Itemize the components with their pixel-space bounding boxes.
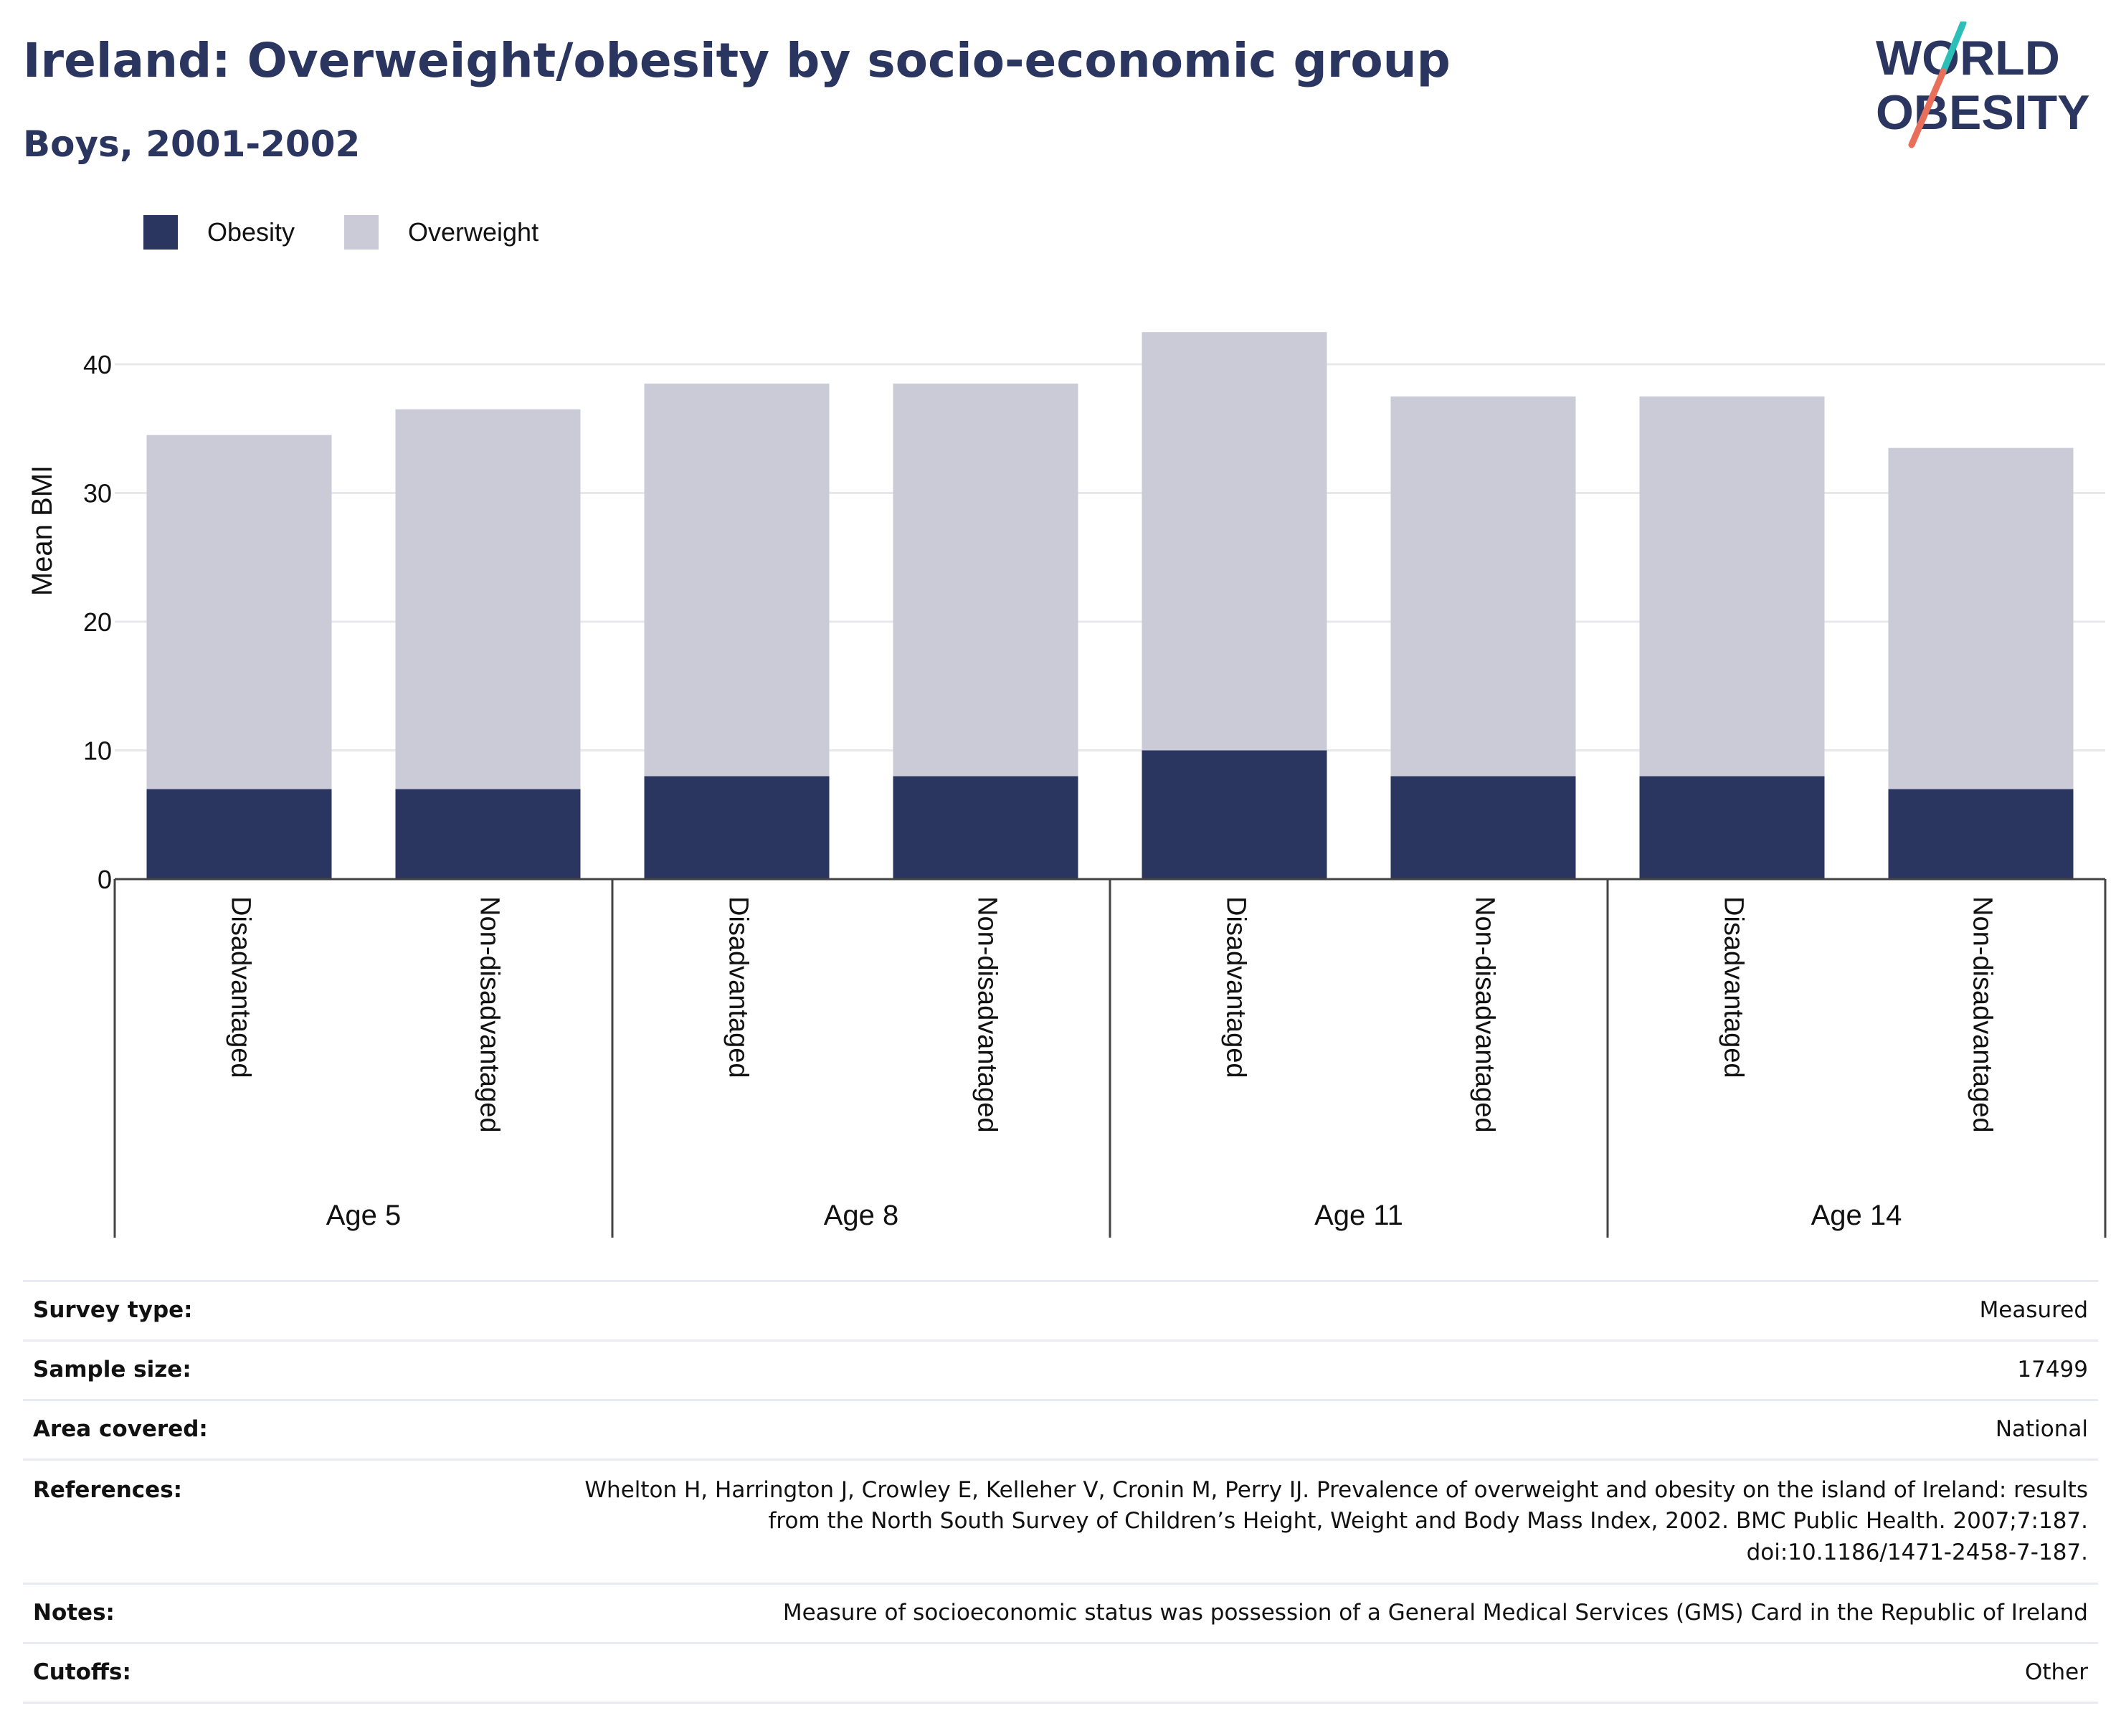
cutoffs-label: Cutoffs: bbox=[33, 1659, 131, 1686]
bar-overweight bbox=[395, 409, 581, 789]
logo-slash-coral bbox=[1908, 68, 1947, 148]
legend-label: Overweight bbox=[408, 217, 538, 247]
x-tick-label: Non-disadvantaged bbox=[972, 896, 1002, 1133]
x-tick-label: Disadvantaged bbox=[1220, 896, 1251, 1078]
cutoffs-row: Cutoffs: Other bbox=[23, 1643, 2098, 1703]
legend-label: Obesity bbox=[207, 217, 295, 247]
group-label: Age 14 bbox=[1811, 1200, 1902, 1231]
sample-size-value: 17499 bbox=[2017, 1357, 2088, 1383]
y-tick-label: 20 bbox=[83, 607, 112, 637]
y-tick-label: 30 bbox=[83, 479, 112, 508]
x-tick-label: Disadvantaged bbox=[225, 896, 255, 1078]
y-axis-label: Mean BMI bbox=[27, 465, 58, 596]
reference-line: from the North South Survey of Children’… bbox=[768, 1508, 2088, 1535]
bar-chart: Obesity Overweight 0 10 20 30 40 Mean BMI Disadv… bbox=[27, 215, 2107, 1238]
survey-type-label: Survey type: bbox=[33, 1297, 193, 1324]
group-label: Age 11 bbox=[1314, 1200, 1403, 1231]
bar-obesity bbox=[1142, 750, 1327, 879]
sample-size-row: Sample size: 17499 bbox=[23, 1340, 2098, 1400]
notes-label: Notes: bbox=[33, 1600, 115, 1626]
references-label: References: bbox=[33, 1477, 183, 1503]
x-tick-label: Non-disadvantaged bbox=[1967, 896, 1997, 1133]
bar-overweight bbox=[1639, 396, 1825, 777]
x-tick-label: Disadvantaged bbox=[723, 896, 753, 1078]
bar-overweight bbox=[146, 435, 332, 789]
cutoffs-value: Other bbox=[2024, 1659, 2088, 1686]
area-covered-row: Area covered: National bbox=[23, 1400, 2098, 1460]
survey-info-table: Survey type: Measured Sample size: 17499… bbox=[23, 1280, 2098, 1704]
notes-row: Notes: Measure of socioeconomic status w… bbox=[23, 1583, 2098, 1643]
group-label: Age 5 bbox=[326, 1200, 402, 1231]
x-tick-label: Disadvantaged bbox=[1718, 896, 1748, 1078]
x-tick-label: Non-disadvantaged bbox=[1469, 896, 1499, 1133]
area-covered-label: Area covered: bbox=[33, 1416, 208, 1443]
logo-word-obesity: OBESITY bbox=[1876, 85, 2090, 140]
x-tick-label: Non-disadvantaged bbox=[474, 896, 504, 1133]
area-covered-value: National bbox=[1995, 1416, 2088, 1443]
bar-obesity bbox=[395, 789, 581, 879]
bar-obesity bbox=[893, 776, 1078, 879]
reference-line: doi:10.1186/1471-2458-7-187. bbox=[1746, 1539, 2088, 1565]
y-tick-label: 10 bbox=[83, 736, 112, 766]
reference-line: Whelton H, Harrington J, Crowley E, Kell… bbox=[584, 1477, 2088, 1503]
bar-overweight bbox=[644, 383, 830, 777]
notes-value: Measure of socioeconomic status was poss… bbox=[782, 1600, 2088, 1626]
bar-obesity bbox=[644, 776, 830, 879]
chart-subtitle: Boys, 2001-2002 bbox=[23, 123, 361, 165]
bar-obesity bbox=[1639, 776, 1825, 879]
sample-size-label: Sample size: bbox=[33, 1357, 191, 1383]
bar-overweight bbox=[1390, 396, 1576, 777]
bar-obesity bbox=[1888, 789, 2074, 879]
bar-overweight bbox=[1888, 447, 2074, 789]
y-tick-label: 40 bbox=[83, 350, 112, 379]
legend-swatch-obesity bbox=[143, 215, 178, 250]
survey-type-row: Survey type: Measured bbox=[23, 1281, 2098, 1341]
logo-slash-teal bbox=[1940, 22, 1967, 75]
bar-overweight bbox=[1142, 332, 1327, 751]
references-row: References: Whelton H, Harrington J, Cro… bbox=[23, 1459, 2098, 1584]
chart-title: Ireland: Overweight/obesity by socio-eco… bbox=[23, 33, 1451, 88]
bar-obesity bbox=[1390, 776, 1576, 879]
group-label: Age 8 bbox=[824, 1200, 899, 1231]
bar-obesity bbox=[146, 789, 332, 879]
logo-word-world: WORLD bbox=[1876, 31, 2060, 85]
world-obesity-logo: WORLD OBESITY bbox=[1876, 22, 2090, 148]
legend-swatch-overweight bbox=[344, 215, 379, 250]
survey-type-value: Measured bbox=[1979, 1297, 2088, 1324]
references-value: Whelton H, Harrington J, Crowley E, Kell… bbox=[473, 1460, 2098, 1584]
y-tick-label: 0 bbox=[98, 865, 112, 894]
bar-overweight bbox=[893, 383, 1078, 777]
